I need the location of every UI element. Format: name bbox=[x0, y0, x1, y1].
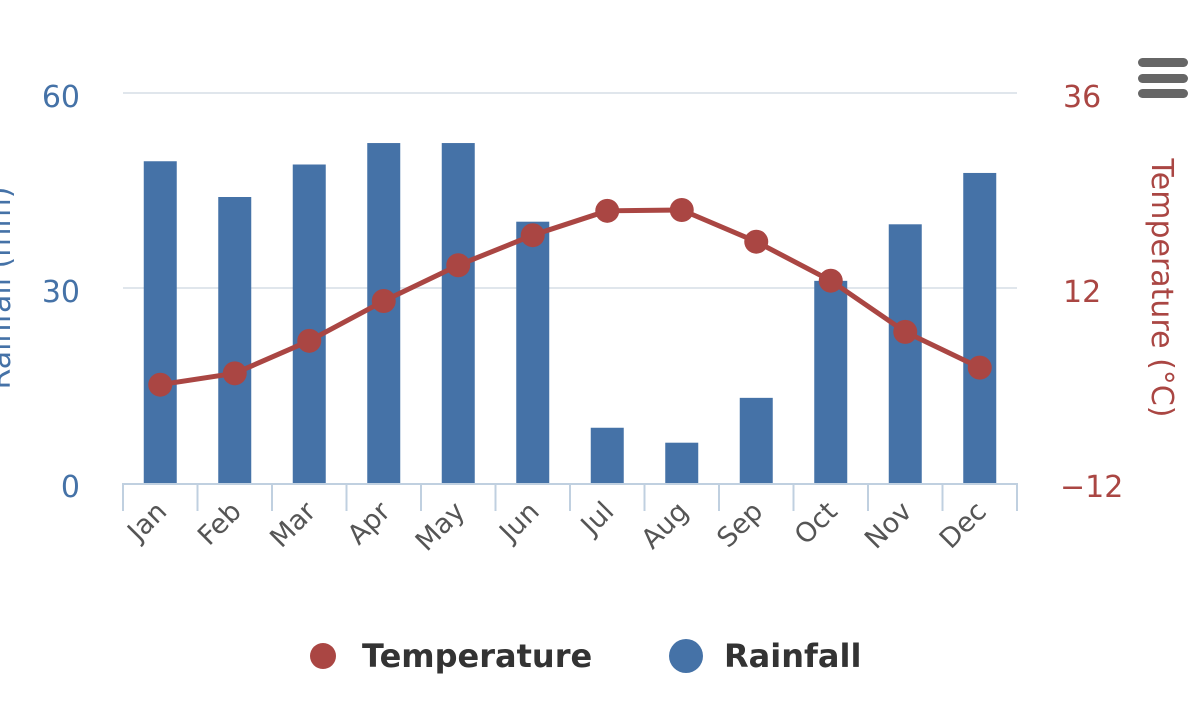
y-axis-left: 60 30 0 Rainfall (mm) bbox=[0, 80, 80, 505]
rainfall-bar-feb bbox=[218, 197, 252, 483]
rainfall-bar-mar bbox=[292, 164, 326, 483]
menu-bar bbox=[1138, 89, 1188, 98]
x-axis: Jan Feb Mar Apr May Jun Jul Aug Sep Oct Nov Dec bbox=[120, 483, 1018, 557]
y-right-tick-label: 36 bbox=[1063, 80, 1101, 115]
temperature-point-may bbox=[446, 253, 471, 278]
temperature-point-mar bbox=[297, 328, 322, 353]
legend-item-temperature[interactable]: Temperature bbox=[310, 637, 592, 675]
rainfall-bar-dec bbox=[963, 172, 997, 483]
legend-item-rainfall[interactable]: Rainfall bbox=[669, 637, 861, 675]
legend-rainfall-label: Rainfall bbox=[724, 637, 861, 675]
menu-bar bbox=[1138, 74, 1188, 83]
y-right-tick-label: −12 bbox=[1060, 470, 1123, 505]
x-tick-label: Jun bbox=[493, 496, 546, 549]
menu-bar bbox=[1138, 58, 1188, 67]
x-tick-label: Jul bbox=[574, 496, 620, 542]
rainfall-bar-oct bbox=[814, 280, 848, 483]
rainfall-bar-apr bbox=[367, 143, 401, 484]
x-tick-label: Feb bbox=[192, 496, 248, 552]
rainfall-bar-aug bbox=[665, 442, 699, 483]
temperature-point-jun bbox=[520, 223, 545, 248]
legend-temperature-label: Temperature bbox=[362, 637, 592, 675]
rainfall-bar-nov bbox=[888, 224, 922, 484]
temperature-point-dec bbox=[967, 355, 992, 380]
y-left-tick-label: 60 bbox=[42, 80, 80, 115]
rainfall-bars bbox=[143, 143, 997, 484]
x-tick-label: Apr bbox=[342, 495, 398, 551]
legend-temperature-marker bbox=[310, 643, 336, 669]
x-tick-label: Oct bbox=[789, 496, 844, 551]
temperature-point-nov bbox=[893, 319, 918, 344]
y-axis-right: 36 12 −12 Temperature (°C) bbox=[1060, 80, 1179, 505]
y-left-tick-label: 30 bbox=[42, 275, 80, 310]
y-left-axis-title: Rainfall (mm) bbox=[0, 187, 18, 390]
temperature-point-aug bbox=[669, 198, 694, 222]
legend-rainfall-marker bbox=[669, 639, 703, 673]
temperature-point-jan bbox=[148, 372, 173, 397]
x-tick-label: Mar bbox=[264, 495, 323, 554]
grid-lines bbox=[123, 92, 1017, 289]
temperature-point-feb bbox=[222, 361, 247, 386]
rainfall-bar-jun bbox=[516, 221, 550, 483]
temperature-point-apr bbox=[371, 289, 396, 313]
legend: Temperature Rainfall bbox=[310, 637, 861, 675]
temperature-point-sep bbox=[744, 229, 769, 254]
temperature-line bbox=[148, 198, 992, 397]
y-right-tick-label: 12 bbox=[1063, 275, 1101, 310]
x-tick-label: Jan bbox=[120, 496, 173, 549]
rainfall-bar-may bbox=[441, 143, 475, 484]
temperature-line-path bbox=[157, 207, 983, 388]
rainfall-bar-jul bbox=[590, 427, 624, 483]
y-right-axis-title: Temperature (°C) bbox=[1144, 158, 1179, 418]
y-left-tick-label: 0 bbox=[61, 470, 80, 505]
x-tick-label: May bbox=[410, 496, 471, 557]
rainfall-bar-sep bbox=[739, 397, 773, 483]
hamburger-menu-icon[interactable] bbox=[1138, 58, 1188, 98]
temperature-point-jul bbox=[595, 198, 620, 223]
temperature-point-oct bbox=[818, 268, 843, 293]
rainfall-bar-jan bbox=[143, 161, 177, 483]
